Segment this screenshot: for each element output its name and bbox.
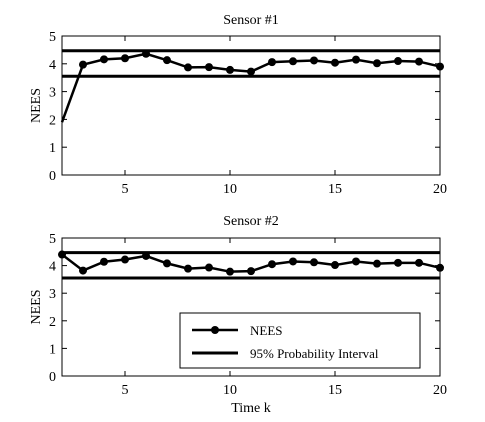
nees-point [184, 264, 192, 273]
nees-point [79, 60, 87, 69]
nees-point [268, 58, 276, 67]
nees-point [100, 55, 108, 64]
panel-1: Sensor #1 0 1 2 3 4 5 5 10 15 20 NEES [29, 13, 447, 197]
nees-point [184, 63, 192, 72]
x-tick-label: 10 [223, 182, 237, 197]
nees-point [79, 266, 87, 275]
plot-frame [61, 35, 441, 176]
nees-point [310, 56, 318, 65]
nees-point [289, 57, 297, 66]
x-tick-label: 20 [433, 383, 447, 398]
y-tick-label: 5 [49, 232, 56, 247]
y-tick-label: 1 [49, 342, 56, 357]
legend-entry-interval: 95% Probability Interval [250, 346, 379, 361]
nees-point [331, 261, 339, 270]
chart-title: Sensor #2 [223, 214, 279, 229]
nees-point [247, 267, 255, 276]
y-tick-label: 4 [49, 260, 56, 275]
y-tick-label: 1 [49, 141, 56, 156]
panel-2: Sensor #2 0 1 2 3 4 5 5 10 15 20 NEES Time k NEES 95% … [29, 214, 447, 416]
nees-point [121, 255, 129, 264]
nees-point [163, 259, 171, 268]
nees-point [310, 258, 318, 267]
nees-point [247, 67, 255, 76]
y-tick-label: 5 [49, 30, 56, 45]
nees-point [205, 263, 213, 272]
plot-frame [61, 237, 441, 377]
nees-point [142, 251, 150, 260]
y-tick-label: 0 [49, 370, 56, 385]
nees-point [121, 54, 129, 63]
nees-point [352, 257, 360, 266]
y-tick-label: 2 [49, 113, 56, 128]
nees-series-line [60, 52, 441, 123]
nees-point [415, 57, 423, 66]
y-axis-label: NEES [29, 290, 44, 325]
nees-point [436, 62, 444, 71]
y-axis-label: NEES [29, 88, 44, 123]
nees-point [100, 257, 108, 266]
x-tick-label: 5 [122, 182, 129, 197]
x-tick-label: 20 [433, 182, 447, 197]
y-tick-label: 3 [49, 86, 56, 101]
nees-point [394, 57, 402, 66]
y-tick-label: 2 [49, 315, 56, 330]
nees-point [394, 258, 402, 267]
nees-point [415, 258, 423, 267]
nees-point [205, 63, 213, 72]
x-axis-label: Time k [231, 401, 271, 416]
x-tick-label: 10 [223, 383, 237, 398]
nees-point [289, 257, 297, 266]
nees-point [226, 267, 234, 276]
nees-point [142, 49, 150, 58]
legend-box [179, 312, 421, 369]
nees-point [226, 65, 234, 74]
y-tick-label: 3 [49, 287, 56, 302]
nees-point [163, 56, 171, 65]
x-tick-label: 5 [122, 383, 129, 398]
nees-point [373, 259, 381, 268]
nees-point [331, 58, 339, 67]
y-tick-label: 0 [49, 169, 56, 184]
nees-point [268, 260, 276, 269]
nees-point [436, 263, 444, 272]
legend: NEES 95% Probability Interval [179, 312, 421, 369]
chart-title: Sensor #1 [223, 13, 279, 28]
y-tick-label: 4 [49, 58, 56, 73]
nees-point [58, 250, 66, 259]
legend-entry-nees: NEES [250, 323, 283, 338]
x-tick-label: 15 [328, 182, 342, 197]
nees-point [373, 59, 381, 68]
legend-nees-marker [211, 326, 219, 334]
x-tick-label: 15 [328, 383, 342, 398]
nees-point [352, 55, 360, 64]
